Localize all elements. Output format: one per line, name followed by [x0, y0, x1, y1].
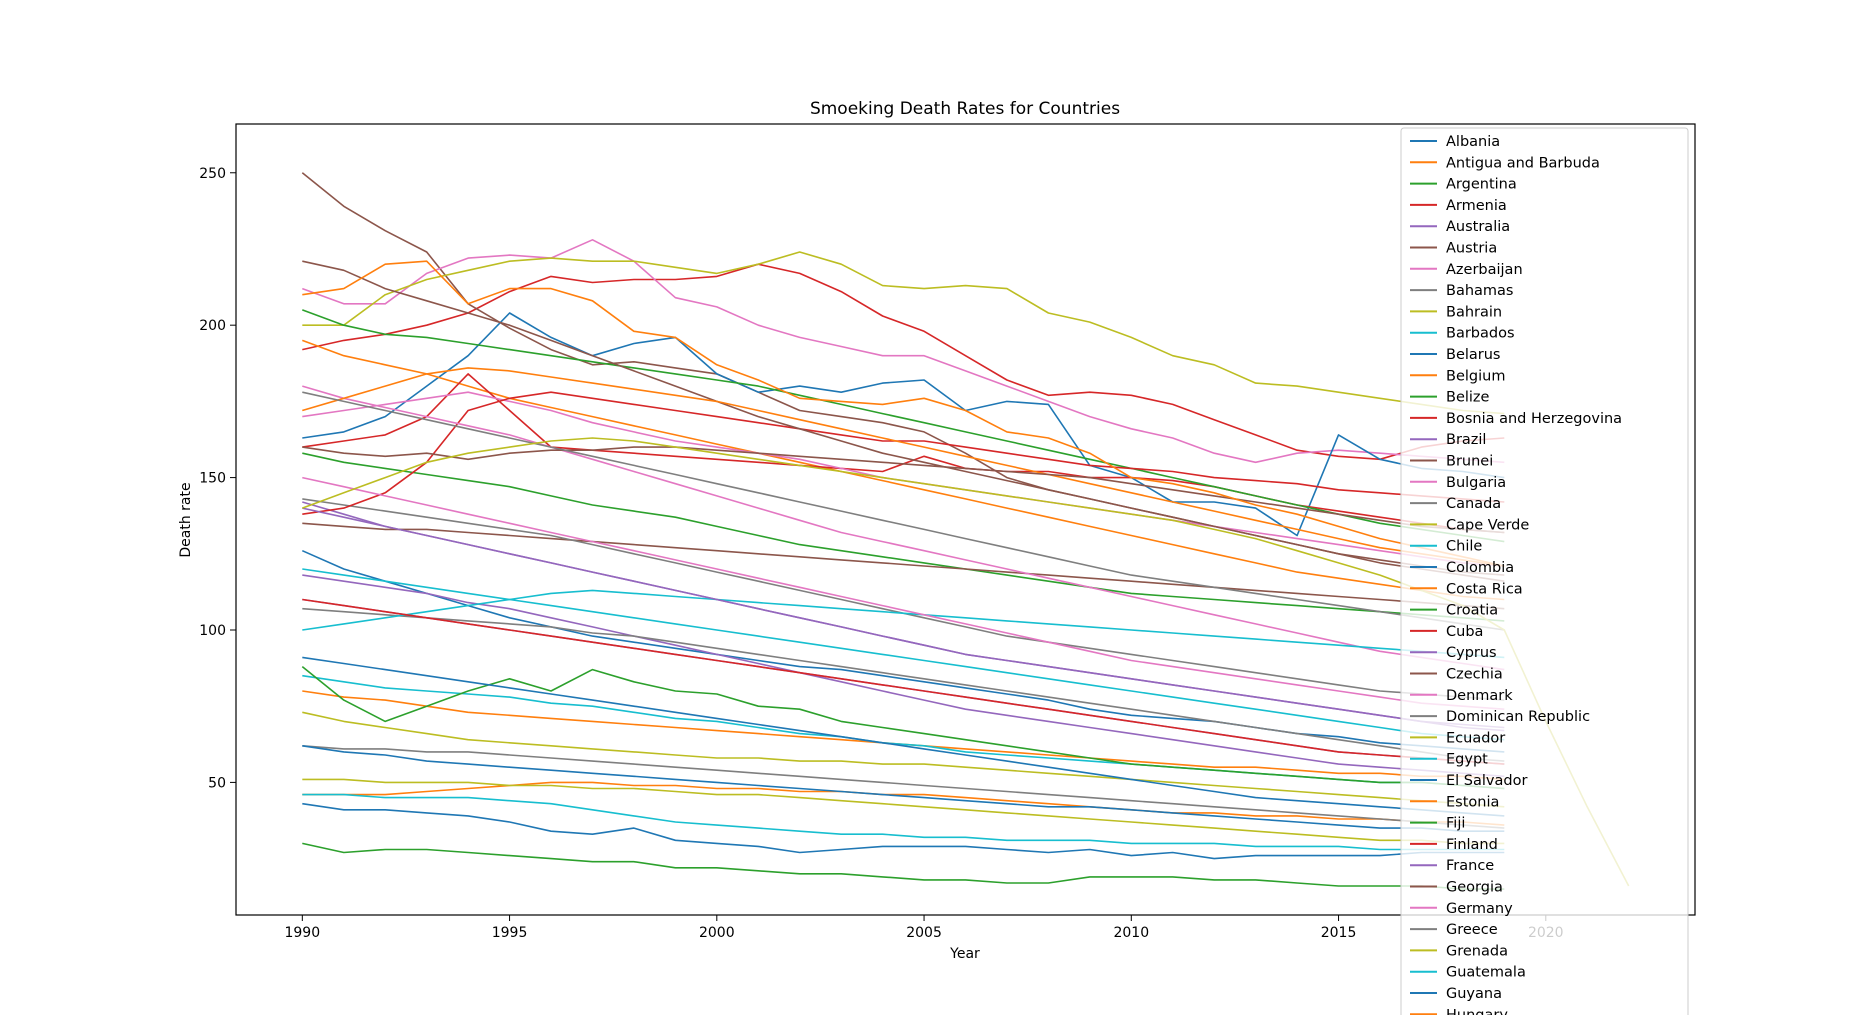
legend-label-bosnia-and-herzegovina: Bosnia and Herzegovina: [1446, 411, 1622, 427]
series-line-croatia: [302, 309, 1505, 543]
x-tick-label: 2000: [699, 925, 735, 941]
axis-ticks: 1990199520002005201020152020501001502002…: [199, 166, 1563, 941]
x-axis-label: Year: [949, 946, 980, 962]
series-line-dominican-republic: [302, 745, 1505, 829]
legend-label-azerbaijan: Azerbaijan: [1446, 262, 1523, 278]
series-line-belize: [301, 665, 1505, 790]
legend-label-brunei: Brunei: [1446, 454, 1493, 470]
legend-label-guyana: Guyana: [1446, 986, 1502, 1002]
legend-label-cape-verde: Cape Verde: [1446, 517, 1529, 533]
legend-label-bulgaria: Bulgaria: [1446, 475, 1506, 491]
legend-label-bahrain: Bahrain: [1446, 304, 1502, 320]
legend-label-egypt: Egypt: [1446, 752, 1488, 768]
series-line-finland: [302, 598, 1505, 765]
series-line-cape-verde: [302, 711, 1505, 808]
legend-label-australia: Australia: [1446, 219, 1510, 235]
legend-label-fiji: Fiji: [1446, 816, 1465, 832]
plot-frame: [235, 123, 1696, 916]
series-line-chile: [302, 568, 1505, 741]
legend-label-armenia: Armenia: [1446, 198, 1507, 214]
series-line-fiji: [302, 842, 1505, 890]
y-tick-label: 150: [199, 471, 226, 487]
legend-label-cyprus: Cyprus: [1446, 645, 1497, 661]
series-line-costa-rica: [302, 781, 1505, 826]
legend-label-finland: Finland: [1446, 837, 1498, 853]
legend-label-brazil: Brazil: [1446, 432, 1486, 448]
chart-title: Smoeking Death Rates for Countries: [810, 99, 1120, 119]
legend-label-cuba: Cuba: [1446, 624, 1483, 640]
y-axis-label: Death rate: [178, 482, 194, 557]
series-line-guatemala: [302, 793, 1505, 851]
legend-label-belgium: Belgium: [1446, 368, 1505, 384]
series-line-egypt: [302, 589, 1505, 659]
x-tick-label: 1995: [492, 925, 528, 941]
legend-label-georgia: Georgia: [1446, 880, 1503, 896]
legend-label-colombia: Colombia: [1446, 560, 1514, 576]
legend-label-canada: Canada: [1446, 496, 1501, 512]
x-tick-label: 2015: [1321, 925, 1357, 941]
legend-label-barbados: Barbados: [1446, 326, 1515, 342]
legend-label-hungary: Hungary: [1446, 1007, 1508, 1015]
legend-label-belize: Belize: [1446, 390, 1490, 406]
legend-label-denmark: Denmark: [1446, 688, 1513, 704]
series-line-belgium: [302, 339, 1505, 601]
series-line-bahrain: [302, 251, 1505, 415]
series-lines: [301, 172, 1630, 890]
legend-label-france: France: [1446, 858, 1494, 874]
y-tick-label: 50: [208, 775, 226, 791]
x-tick-label: 2010: [1113, 925, 1149, 941]
series-line-australia: [302, 574, 1505, 778]
legend-label-albania: Albania: [1446, 134, 1500, 150]
series-line-denmark: [302, 385, 1505, 671]
legend-label-germany: Germany: [1446, 901, 1513, 917]
legend-label-chile: Chile: [1446, 539, 1482, 555]
legend-label-grenada: Grenada: [1446, 943, 1508, 959]
series-line-cuba: [302, 391, 1505, 515]
series-line-georgia: [302, 446, 1505, 534]
legend-label-dominican-republic: Dominican Republic: [1446, 709, 1590, 725]
legend-label-el-salvador: El Salvador: [1446, 773, 1527, 789]
series-line-czechia: [302, 260, 1505, 582]
series-line-estonia: [302, 367, 1505, 567]
legend-label-argentina: Argentina: [1446, 177, 1517, 193]
legend-label-bahamas: Bahamas: [1446, 283, 1513, 299]
legend-label-ecuador: Ecuador: [1446, 730, 1505, 746]
legend-label-greece: Greece: [1446, 922, 1498, 938]
x-tick-label: 2005: [906, 925, 942, 941]
series-line-germany: [302, 476, 1505, 710]
series-line-guyana: [302, 745, 1505, 833]
series-line-armenia: [302, 263, 1505, 461]
series-line-belarus: [302, 312, 1505, 537]
legend-label-guatemala: Guatemala: [1446, 965, 1526, 981]
series-line-el-salvador: [302, 802, 1505, 860]
y-tick-label: 100: [199, 623, 226, 639]
legend-label-antigua-and-barbuda: Antigua and Barbuda: [1446, 155, 1600, 171]
series-line-greece: [302, 391, 1505, 631]
legend-label-belarus: Belarus: [1446, 347, 1501, 363]
legend-label-croatia: Croatia: [1446, 603, 1498, 619]
series-line-colombia: [302, 656, 1505, 817]
series-line-ecuador: [302, 778, 1505, 845]
series-line-france: [302, 507, 1505, 729]
series-line-argentina: [302, 452, 1505, 622]
y-tick-label: 250: [199, 166, 226, 182]
legend-box: [1400, 127, 1689, 1015]
series-line-brunei: [302, 522, 1505, 610]
series-line-azerbaijan: [302, 239, 1505, 464]
legend-label-costa-rica: Costa Rica: [1446, 581, 1523, 597]
legend-label-austria: Austria: [1446, 241, 1497, 257]
series-line-hungary: [302, 260, 1505, 567]
legend-label-estonia: Estonia: [1446, 794, 1499, 810]
legend-label-czechia: Czechia: [1446, 667, 1503, 683]
x-tick-label: 1990: [284, 925, 320, 941]
y-tick-label: 200: [199, 318, 226, 334]
series-line-bahamas: [302, 607, 1505, 762]
legend: Albania Antigua and Barbuda Argentina Armen…: [1400, 127, 1689, 1015]
